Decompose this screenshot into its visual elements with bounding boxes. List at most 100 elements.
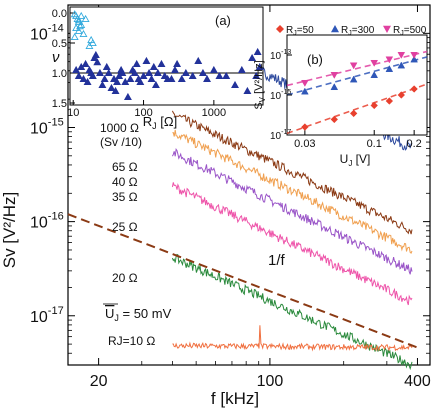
inset-a-point bbox=[88, 71, 97, 80]
inset-b-x-tick-label: 0.03 bbox=[294, 138, 315, 150]
inset-b-panel-label: (b) bbox=[307, 52, 323, 67]
main-x-tick-label: 20 bbox=[90, 373, 108, 390]
inset-b-x-label: UJ [V] bbox=[340, 152, 371, 168]
inset-a-point bbox=[74, 71, 83, 80]
inset-a-point bbox=[91, 50, 100, 59]
main-x-tick-label: 400 bbox=[404, 373, 431, 390]
inset-a-point bbox=[203, 74, 212, 83]
inset-a-x-tick-label: 10 bbox=[67, 107, 79, 119]
inset-a-point bbox=[93, 58, 102, 66]
inset-b-point bbox=[330, 115, 339, 124]
inset-a-point bbox=[145, 68, 154, 77]
inset-b-point bbox=[330, 72, 339, 79]
inset-b-point bbox=[397, 52, 406, 59]
inset-a-point bbox=[136, 77, 145, 86]
inset-b-legend-label: RJ=300 bbox=[341, 25, 375, 37]
inset-a-point bbox=[139, 71, 148, 80]
main-y-tick-label: 10-16 bbox=[30, 211, 64, 232]
inset-b-point bbox=[370, 71, 379, 78]
series-label-6: RJ=10 Ω bbox=[108, 334, 155, 348]
reference-1-over-f-line bbox=[67, 213, 418, 349]
series-label-5: 20 Ω bbox=[112, 271, 138, 285]
inset-a-point bbox=[77, 11, 86, 20]
inset-b-points bbox=[301, 52, 418, 131]
inset-a-point bbox=[181, 68, 190, 77]
inset-b-y-tick-label: 10-13 bbox=[270, 49, 291, 62]
inset-a-point bbox=[151, 80, 160, 89]
inset-a-point bbox=[160, 71, 169, 80]
inset-b-ticks: 10-13 10-15 10-170.03 0.1 0.2 bbox=[270, 49, 422, 150]
inset-a-point bbox=[83, 77, 92, 86]
main-series bbox=[67, 21, 418, 371]
inset-a-y-tick-label: 1.5 bbox=[52, 98, 67, 110]
inset-a-point bbox=[111, 86, 120, 95]
main-y-tick-label: 10-14 bbox=[30, 22, 64, 43]
inset-a-point bbox=[215, 71, 224, 80]
series-label-0: 1000 Ω bbox=[100, 121, 139, 135]
series-note: (Sv /10) bbox=[100, 135, 142, 149]
inset-a-point bbox=[81, 59, 90, 68]
inset-a-x-label: RJ [Ω] bbox=[143, 114, 177, 131]
inset-a-point bbox=[79, 74, 88, 83]
series-line-2 bbox=[172, 129, 413, 254]
inset-b-frame bbox=[286, 34, 428, 136]
inset-a-point bbox=[188, 71, 197, 80]
inset-b-point bbox=[385, 65, 394, 72]
main-x-tick-label: 100 bbox=[257, 373, 284, 390]
series-line-3 bbox=[171, 147, 413, 275]
inset-b-legend-label: RJ=50 bbox=[286, 25, 314, 37]
inset-a-point bbox=[252, 71, 261, 80]
inset-a-point bbox=[222, 71, 231, 80]
inset-b-point bbox=[385, 56, 394, 64]
main-y-tick-label: 10-17 bbox=[30, 305, 64, 326]
inset-a-point bbox=[173, 59, 182, 68]
inset-b-fit-lines bbox=[286, 50, 428, 135]
inset-a-point bbox=[243, 86, 252, 95]
inset-a-x-tick-label: 1000 bbox=[202, 107, 226, 119]
bias-annotation: UJ = 50 mV bbox=[103, 303, 172, 323]
inset-a-point bbox=[77, 20, 86, 29]
inset-a-point bbox=[132, 59, 141, 68]
inset-a-points bbox=[70, 10, 264, 101]
series-label-1: 65 Ω bbox=[112, 160, 138, 174]
inset-a-panel-label: (a) bbox=[215, 13, 231, 28]
inset-b-legend: RJ=50 RJ=300 RJ=500 bbox=[276, 25, 427, 37]
series-line-4 bbox=[171, 182, 413, 306]
series-line-1 bbox=[171, 110, 413, 235]
inset-a-point bbox=[126, 74, 135, 83]
inset-b-y-label: SV [V²/Hz] bbox=[253, 60, 267, 109]
inset-a-point bbox=[70, 32, 79, 41]
inset-a-point bbox=[231, 80, 239, 89]
inset-a-point bbox=[74, 26, 83, 35]
inset-a-point bbox=[167, 74, 176, 83]
inset-b-x-tick-label: 0.2 bbox=[406, 138, 421, 150]
inset-b-point bbox=[397, 61, 406, 69]
inset-b-legend-marker bbox=[331, 25, 339, 33]
inset-a-point bbox=[248, 53, 257, 62]
inset-a-frame bbox=[69, 6, 264, 106]
inset-b-point bbox=[330, 83, 339, 91]
inset-b-point bbox=[370, 101, 378, 110]
series-label-2: 40 Ω bbox=[112, 175, 138, 189]
inset-a-point bbox=[74, 16, 83, 24]
main-y-axis-label: Sv [V²/Hz] bbox=[0, 192, 19, 269]
inset-b-point bbox=[301, 79, 309, 87]
bias-annotation-sub: J bbox=[114, 313, 119, 323]
inset-a-y-label: ν bbox=[52, 49, 60, 66]
inset-a-point bbox=[76, 22, 84, 30]
inset-b-point bbox=[410, 55, 418, 63]
inset-b-legend-marker bbox=[383, 25, 391, 33]
inset-b-point bbox=[349, 62, 358, 70]
inset-b-point bbox=[349, 75, 358, 83]
inset-b-y-tick-label: 10-15 bbox=[270, 89, 291, 102]
inset-b-point bbox=[301, 87, 309, 95]
series-label-4: 25 Ω bbox=[112, 220, 138, 234]
inset-a-point bbox=[113, 77, 122, 86]
inset-b-fit-line bbox=[286, 50, 428, 87]
main-x-axis-label: f [kHz] bbox=[211, 389, 259, 408]
inset-a-point bbox=[107, 83, 116, 92]
inset-a-point bbox=[88, 38, 97, 47]
main-y-tick-label: 10-15 bbox=[30, 116, 64, 137]
inset-a-y-tick-label: 0.5 bbox=[52, 38, 67, 50]
